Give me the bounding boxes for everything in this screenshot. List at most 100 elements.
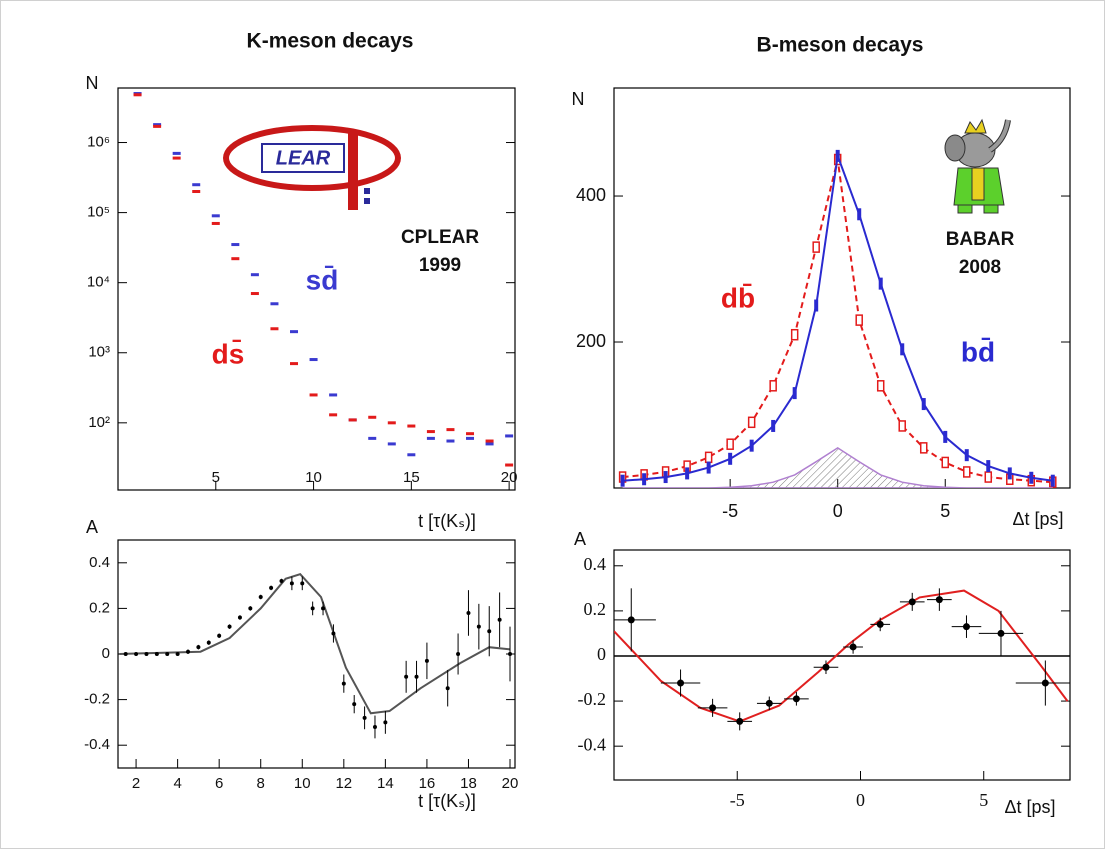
plot-area xyxy=(119,573,513,739)
data-point xyxy=(855,314,863,326)
annotation: CPLEAR xyxy=(401,227,479,248)
data-point xyxy=(414,674,419,679)
series-label: db̄ xyxy=(721,282,755,313)
data-point xyxy=(497,617,502,622)
data-point xyxy=(231,257,240,261)
data-point xyxy=(144,652,149,656)
data-point xyxy=(962,623,970,631)
chart-title: B-meson decays xyxy=(757,34,924,57)
x-tick-label: 6 xyxy=(215,775,223,792)
data-point xyxy=(331,631,336,636)
data-point xyxy=(407,424,416,428)
data-point xyxy=(426,436,435,440)
annotation: BABAR xyxy=(946,229,1015,250)
y-tick-label: 0 xyxy=(102,645,110,662)
data-point xyxy=(310,606,315,611)
data-point xyxy=(154,652,159,656)
data-point xyxy=(269,585,274,590)
data-point xyxy=(196,645,201,650)
y-tick-label: -0.2 xyxy=(578,689,607,709)
data-point xyxy=(466,610,471,615)
data-point xyxy=(237,615,242,620)
y-tick-label: 400 xyxy=(576,185,606,205)
x-tick-label: 0 xyxy=(833,501,843,521)
data-point xyxy=(677,679,685,687)
data-point xyxy=(1007,467,1012,480)
data-point xyxy=(728,452,733,465)
x-tick-label: 14 xyxy=(377,775,394,792)
data-point xyxy=(790,328,799,341)
babar-icon xyxy=(944,118,1011,214)
data-point xyxy=(706,461,711,474)
data-point xyxy=(300,581,305,586)
data-point xyxy=(372,724,377,729)
x-tick-label: 15 xyxy=(403,469,420,486)
data-point xyxy=(792,695,800,703)
series-label: ds̄ xyxy=(212,338,245,369)
y-tick-label: 10⁴ xyxy=(87,274,110,291)
data-point xyxy=(231,243,240,247)
data-point xyxy=(362,715,367,720)
data-point xyxy=(765,699,773,707)
y-tick-label: -0.2 xyxy=(84,691,110,708)
data-point xyxy=(704,451,713,464)
data-point xyxy=(383,720,388,725)
data-point xyxy=(812,241,820,253)
y-tick-label: 10⁶ xyxy=(87,133,110,150)
data-point xyxy=(446,439,455,443)
data-point xyxy=(663,471,668,484)
data-point xyxy=(620,474,625,487)
logo-text: LEAR xyxy=(276,147,331,169)
data-point xyxy=(508,652,513,656)
chart-title: K-meson decays xyxy=(247,30,414,53)
data-point xyxy=(309,393,318,397)
data-point xyxy=(134,652,139,656)
data-point xyxy=(1029,471,1034,484)
plot-area xyxy=(133,92,514,467)
y-tick-label: 0.2 xyxy=(89,599,110,616)
data-point xyxy=(329,413,338,417)
data-point xyxy=(250,273,259,277)
data-point xyxy=(726,438,734,450)
x-tick-label: 4 xyxy=(173,775,181,792)
x-tick-label: -5 xyxy=(730,790,745,810)
data-point xyxy=(270,302,279,306)
data-point xyxy=(153,123,162,127)
y-tick-label: 0.4 xyxy=(89,554,110,571)
data-point xyxy=(217,633,222,638)
y-tick-label: 10³ xyxy=(88,344,110,361)
data-point xyxy=(935,596,943,604)
data-point xyxy=(348,418,357,422)
data-point xyxy=(943,430,948,443)
y-tick-label: 10² xyxy=(88,414,110,431)
data-point xyxy=(446,428,455,432)
annotation: 1999 xyxy=(419,255,461,276)
x-tick-label: 16 xyxy=(419,775,436,792)
data-point xyxy=(248,606,253,611)
y-axis-label: N xyxy=(86,73,99,93)
data-point xyxy=(908,598,916,606)
series-label: sd̄ xyxy=(306,264,339,295)
data-point xyxy=(505,463,514,467)
data-point xyxy=(133,93,142,97)
x-tick-label: 10 xyxy=(305,469,322,486)
y-tick-label: 0 xyxy=(597,644,606,664)
x-tick-label: 0 xyxy=(856,790,865,810)
data-point xyxy=(984,471,993,483)
data-point xyxy=(986,460,991,473)
data-point xyxy=(172,151,181,155)
y-tick-label: 0.4 xyxy=(584,554,607,574)
data-point xyxy=(404,674,409,679)
y-tick-label: -0.4 xyxy=(84,736,110,753)
data-point xyxy=(192,183,201,187)
data-point xyxy=(964,449,969,462)
data-point xyxy=(387,421,396,425)
data-point xyxy=(466,432,475,436)
x-tick-label: 12 xyxy=(335,775,352,792)
data-point xyxy=(186,649,191,654)
lear-logo: LEAR xyxy=(223,125,401,210)
data-point xyxy=(445,686,450,691)
data-point xyxy=(172,156,181,160)
